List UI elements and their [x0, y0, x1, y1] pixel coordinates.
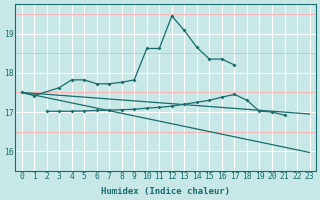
X-axis label: Humidex (Indice chaleur): Humidex (Indice chaleur): [101, 187, 230, 196]
